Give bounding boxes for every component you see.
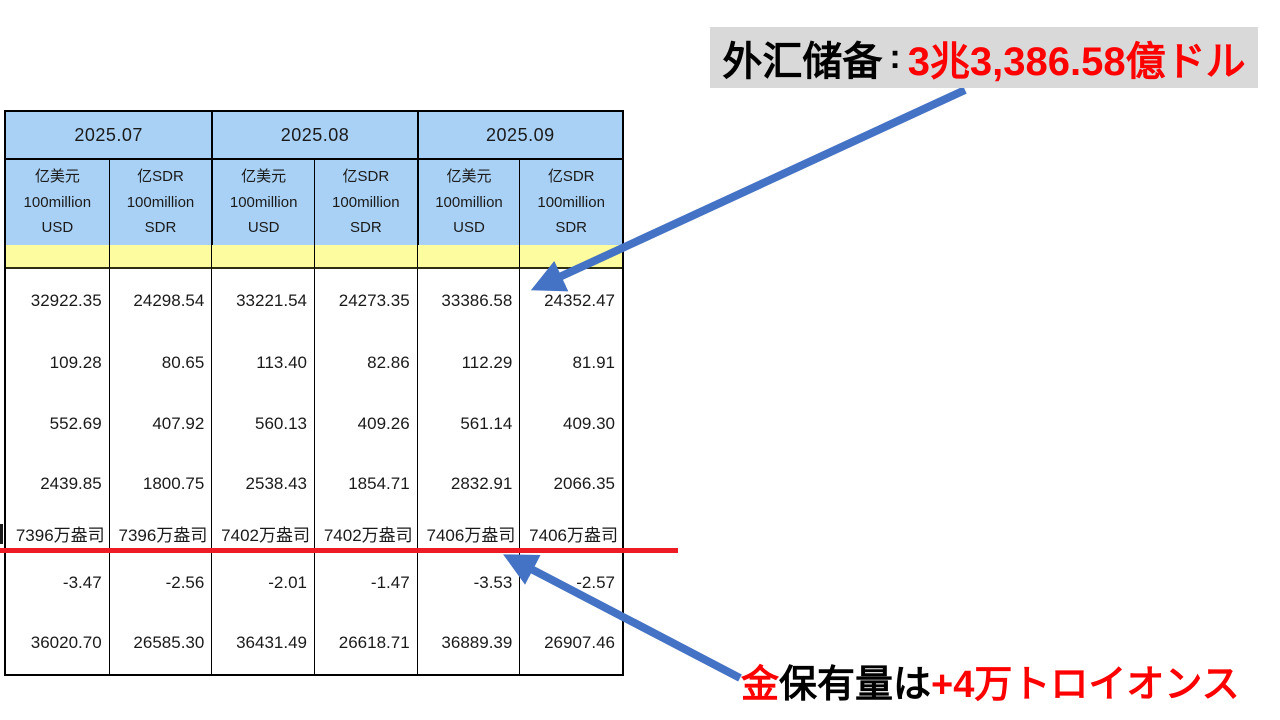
table-cell-gold-ounces: 7406万盎司	[519, 514, 622, 553]
unit-label: SDR	[144, 219, 177, 237]
table-cell: 82.86	[313, 332, 417, 394]
fx-reserve-value: 3兆3,386.58億ドル	[907, 39, 1246, 84]
unit-label: 100million	[126, 193, 195, 211]
table-cell: 1854.71	[313, 454, 417, 514]
table-cell: 32922.35	[6, 269, 109, 332]
unit-label: USD	[453, 219, 485, 237]
table-cell: -2.56	[108, 553, 212, 612]
highlight-row-cell	[6, 245, 109, 269]
gold-annotation: 金 保有量は +4万トロイオンス	[741, 656, 1240, 706]
table-cell: 26618.71	[313, 612, 417, 674]
table-cell: 2066.35	[519, 454, 622, 514]
column-header-sdr: 亿SDR 100million SDR	[519, 160, 622, 245]
table-cell: -3.47	[6, 553, 109, 612]
table-cell: -1.47	[313, 553, 417, 612]
table-cell: -2.01	[211, 553, 314, 612]
highlight-row-cell	[519, 245, 622, 269]
table-cell: 26907.46	[519, 612, 622, 674]
highlight-row-cell	[211, 245, 314, 269]
table-cell: 80.65	[108, 332, 212, 394]
table-cell: 36431.49	[211, 612, 314, 674]
table-cell: 113.40	[211, 332, 314, 394]
table-cell: 24352.47	[519, 269, 622, 332]
highlight-row-cell	[313, 245, 417, 269]
table-cell: -3.53	[416, 553, 520, 612]
table-cell: -2.57	[519, 553, 622, 612]
gold-prefix: 金	[741, 663, 780, 706]
unit-label: 亿美元	[241, 167, 287, 185]
table-cell: 1800.75	[108, 454, 212, 514]
table-cell: 36889.39	[416, 612, 520, 674]
fx-reserve-separator: :	[889, 38, 901, 76]
table-cell: 36020.70	[6, 612, 109, 674]
table-cell: 24298.54	[108, 269, 212, 332]
unit-label: 亿美元	[34, 167, 80, 185]
table-cell: 409.26	[313, 394, 417, 454]
table-cell-gold-ounces: 7402万盎司	[211, 514, 314, 553]
unit-label: USD	[41, 219, 74, 237]
table-cell-gold-ounces: 7396万盎司	[108, 514, 212, 553]
fx-reserve-label: 外汇储备	[722, 39, 883, 84]
highlight-row-cell	[108, 245, 212, 269]
table-cell: 2538.43	[211, 454, 314, 514]
table-cell: 2832.91	[416, 454, 520, 514]
table-cell: 560.13	[211, 394, 314, 454]
column-header-usd: 亿美元 100million USD	[6, 160, 109, 245]
column-header-sdr: 亿SDR 100million SDR	[313, 160, 417, 245]
table-cell-gold-ounces: 7406万盎司	[416, 514, 520, 553]
table-cell: 33221.54	[211, 269, 314, 332]
unit-label: 亿SDR	[342, 167, 390, 185]
red-underline	[0, 548, 678, 553]
column-header-usd: 亿美元 100million USD	[211, 160, 314, 245]
table-cell: 24273.35	[313, 269, 417, 332]
reserves-table: 2025.07 2025.08 2025.09 亿美元 100million U…	[4, 110, 624, 676]
gold-value: +4万トロイオンス	[931, 663, 1240, 706]
unit-label: 100million	[229, 193, 298, 211]
table-cell: 33386.58	[416, 269, 520, 332]
month-header: 2025.08	[211, 112, 417, 160]
unit-label: USD	[247, 219, 280, 237]
unit-label: 100million	[537, 193, 605, 211]
month-header: 2025.09	[416, 112, 622, 160]
unit-label: 100million	[23, 193, 92, 211]
column-header-sdr: 亿SDR 100million SDR	[108, 160, 212, 245]
table-cell: 561.14	[416, 394, 520, 454]
table-cell-gold-ounces: 7402万盎司	[313, 514, 417, 553]
table-cell: 407.92	[108, 394, 212, 454]
table-cell: 109.28	[6, 332, 109, 394]
table-cell: 552.69	[6, 394, 109, 454]
unit-label: 100million	[435, 193, 503, 211]
unit-label: 亿SDR	[547, 167, 595, 185]
fx-reserve-annotation: 外汇储备 : 3兆3,386.58億ドル	[710, 27, 1258, 88]
unit-label: 亿美元	[446, 167, 492, 185]
table-cell: 81.91	[519, 332, 622, 394]
column-header-usd: 亿美元 100million USD	[416, 160, 520, 245]
table-cell: 2439.85	[6, 454, 109, 514]
table-cell: 112.29	[416, 332, 520, 394]
cropped-label-sliver	[0, 524, 3, 544]
month-header: 2025.07	[6, 112, 212, 160]
table-cell: 409.30	[519, 394, 622, 454]
table-cell-gold-ounces: 7396万盎司	[6, 514, 109, 553]
unit-label: 100million	[332, 193, 400, 211]
unit-label: SDR	[555, 219, 587, 237]
unit-label: 亿SDR	[137, 167, 184, 185]
unit-label: SDR	[349, 219, 382, 237]
gold-middle: 保有量は	[779, 663, 932, 706]
table-cell: 26585.30	[108, 612, 212, 674]
highlight-row-cell	[416, 245, 520, 269]
